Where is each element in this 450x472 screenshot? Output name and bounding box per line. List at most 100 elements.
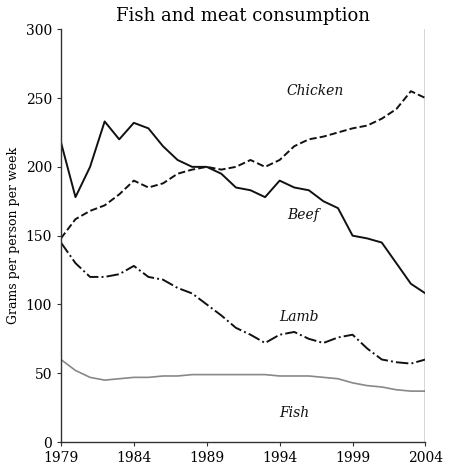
Beef [292,185,297,190]
Fish [160,373,166,379]
Beef [175,157,180,163]
Title: Fish and meat consumption: Fish and meat consumption [116,7,370,25]
Lamb [160,277,166,283]
Beef [394,261,399,266]
Chicken [160,180,166,186]
Lamb [321,340,326,346]
Fish [58,357,63,362]
Chicken [321,134,326,139]
Beef [146,126,151,131]
Fish [233,372,238,378]
Fish [146,374,151,380]
Beef [248,187,253,193]
Chicken [131,178,136,184]
Lamb [87,274,93,280]
Beef [117,136,122,142]
Lamb [219,312,224,318]
Chicken [364,123,370,128]
Y-axis label: Grams per person per week: Grams per person per week [7,147,20,324]
Fish [350,380,355,386]
Chicken [408,88,414,94]
Chicken [58,236,63,241]
Chicken [175,171,180,177]
Fish [379,384,384,390]
Beef [335,205,341,211]
Lamb [423,357,428,362]
Beef [219,171,224,177]
Lamb [73,261,78,266]
Lamb [364,346,370,351]
Fish [262,372,268,378]
Lamb [335,335,341,340]
Beef [423,291,428,296]
Chicken [73,216,78,222]
Chicken [379,116,384,121]
Lamb [131,263,136,269]
Lamb [277,332,282,337]
Beef [262,194,268,200]
Line: Beef: Beef [61,121,426,294]
Chicken [102,202,108,208]
Chicken [350,126,355,131]
Beef [73,194,78,200]
Beef [321,198,326,204]
Lamb [394,359,399,365]
Beef [408,281,414,287]
Fish [219,372,224,378]
Fish [335,376,341,381]
Lamb [146,274,151,280]
Fish [73,368,78,373]
Chicken [394,106,399,112]
Fish [277,373,282,379]
Line: Fish: Fish [61,360,426,391]
Chicken [117,192,122,197]
Lamb [117,271,122,277]
Lamb [306,336,311,342]
Beef [131,120,136,126]
Lamb [175,285,180,291]
Beef [204,164,209,170]
Fish [248,372,253,378]
Chicken [248,157,253,163]
Chicken [87,208,93,214]
Lamb [292,329,297,335]
Text: Fish: Fish [279,406,310,420]
Fish [364,383,370,388]
Beef [306,187,311,193]
Fish [117,376,122,381]
Fish [87,374,93,380]
Chicken [262,164,268,170]
Lamb [58,240,63,245]
Text: Lamb: Lamb [279,310,319,324]
Beef [277,178,282,184]
Line: Lamb: Lamb [61,243,426,363]
Lamb [204,302,209,307]
Lamb [379,357,384,362]
Chicken [306,136,311,142]
Beef [350,233,355,238]
Beef [160,143,166,149]
Lamb [102,274,108,280]
Fish [321,374,326,380]
Fish [131,374,136,380]
Beef [233,185,238,190]
Fish [394,387,399,393]
Beef [87,164,93,170]
Lamb [350,332,355,337]
Beef [58,139,63,145]
Lamb [189,291,195,296]
Chicken [277,157,282,163]
Chicken [189,167,195,172]
Chicken [335,130,341,135]
Lamb [408,361,414,366]
Fish [423,388,428,394]
Chicken [233,164,238,170]
Text: Chicken: Chicken [287,84,344,98]
Beef [189,164,195,170]
Lamb [262,340,268,346]
Fish [204,372,209,378]
Fish [306,373,311,379]
Fish [292,373,297,379]
Chicken [204,164,209,170]
Beef [364,236,370,241]
